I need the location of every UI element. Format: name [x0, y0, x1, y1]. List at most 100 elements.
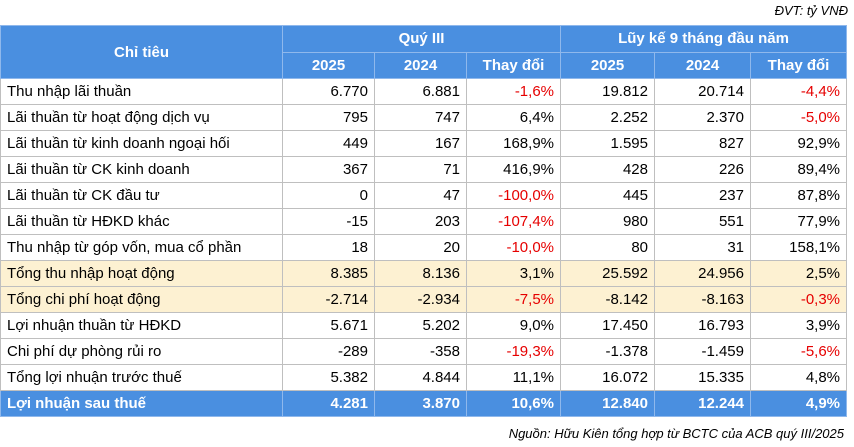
table-row: Chi phí dự phòng rủi ro -289 -358 -19,3% -1.…: [0, 338, 848, 365]
cell-qchg: 168,9%: [466, 130, 561, 157]
cell-ychg: 4,9%: [749, 390, 848, 417]
cell-y2025: 25.592: [560, 260, 655, 287]
cell-y2024: 551: [654, 208, 751, 235]
col-header-y2024: 2024: [654, 51, 751, 79]
cell-y2025: 16.072: [560, 364, 655, 391]
cell-qchg: -107,4%: [466, 208, 561, 235]
cell-ychg: 3,9%: [749, 312, 848, 339]
cell-qchg: -1,6%: [466, 78, 561, 105]
cell-y2025: 980: [560, 208, 655, 235]
cell-q2025: 367: [282, 156, 375, 183]
table-row: Lãi thuần từ HĐKD khác -15 203 -107,4% 980 55…: [0, 208, 848, 235]
col-header-q2024: 2024: [374, 51, 467, 79]
cell-y2025: 17.450: [560, 312, 655, 339]
row-label: Thu nhập từ góp vốn, mua cổ phần: [0, 234, 283, 261]
cell-ychg: 92,9%: [749, 130, 848, 157]
cell-y2024: 827: [654, 130, 751, 157]
cell-y2024: 12.244: [654, 390, 751, 417]
cell-q2024: 6.881: [374, 78, 467, 105]
table-row-total: Lợi nhuận sau thuế 4.281 3.870 10,6% 12.840 1…: [0, 390, 848, 417]
table-row: Lãi thuần từ kinh doanh ngoại hối 449 167 1…: [0, 130, 848, 157]
row-label: Tổng thu nhập hoạt động: [0, 260, 283, 287]
cell-ychg: 89,4%: [749, 156, 848, 183]
cell-q2024: -358: [374, 338, 467, 365]
unit-label: ĐVT: tỷ VNĐ: [774, 3, 848, 18]
col-header-qchange: Thay đổi: [466, 51, 561, 79]
cell-qchg: 3,1%: [466, 260, 561, 287]
financial-table: Chỉ tiêu Quý III Lũy kế 9 tháng đầu năm …: [0, 25, 848, 417]
cell-y2025: 1.595: [560, 130, 655, 157]
row-label: Lợi nhuận sau thuế: [0, 390, 283, 417]
cell-q2024: -2.934: [374, 286, 467, 313]
row-label: Lãi thuần từ kinh doanh ngoại hối: [0, 130, 283, 157]
cell-q2025: 4.281: [282, 390, 375, 417]
table-body: Thu nhập lãi thuần 6.770 6.881 -1,6% 19.812 2…: [0, 78, 848, 417]
cell-qchg: 10,6%: [466, 390, 561, 417]
cell-ychg: 4,8%: [749, 364, 848, 391]
row-label: Lợi nhuận thuần từ HĐKD: [0, 312, 283, 339]
cell-q2025: 18: [282, 234, 375, 261]
table-row: Tổng lợi nhuận trước thuế 5.382 4.844 11,1%…: [0, 364, 848, 391]
cell-q2024: 71: [374, 156, 467, 183]
cell-q2025: -15: [282, 208, 375, 235]
cell-q2025: 6.770: [282, 78, 375, 105]
cell-ychg: -4,4%: [749, 78, 848, 105]
cell-ychg: -5,6%: [749, 338, 848, 365]
table-row: Lợi nhuận thuần từ HĐKD 5.671 5.202 9,0% 17.…: [0, 312, 848, 339]
cell-y2024: -8.163: [654, 286, 751, 313]
cell-qchg: 11,1%: [466, 364, 561, 391]
cell-q2024: 747: [374, 104, 467, 131]
table-row: Tổng chi phí hoạt động -2.714 -2.934 -7,5% -…: [0, 286, 848, 313]
row-label: Lãi thuần từ HĐKD khác: [0, 208, 283, 235]
cell-ychg: 158,1%: [749, 234, 848, 261]
cell-q2024: 20: [374, 234, 467, 261]
cell-y2025: -1.378: [560, 338, 655, 365]
row-label: Tổng lợi nhuận trước thuế: [0, 364, 283, 391]
cell-ychg: 2,5%: [749, 260, 848, 287]
cell-qchg: 416,9%: [466, 156, 561, 183]
cell-q2024: 5.202: [374, 312, 467, 339]
table-row: Lãi thuần từ CK kinh doanh 367 71 416,9% 428…: [0, 156, 848, 183]
cell-qchg: 6,4%: [466, 104, 561, 131]
col-header-ychange: Thay đổi: [749, 51, 848, 79]
row-label: Chi phí dự phòng rủi ro: [0, 338, 283, 365]
cell-q2025: -289: [282, 338, 375, 365]
cell-q2024: 203: [374, 208, 467, 235]
cell-y2024: 31: [654, 234, 751, 261]
cell-q2024: 3.870: [374, 390, 467, 417]
cell-y2025: 80: [560, 234, 655, 261]
cell-y2024: 2.370: [654, 104, 751, 131]
cell-ychg: -0,3%: [749, 286, 848, 313]
cell-q2024: 167: [374, 130, 467, 157]
table-row: Tổng thu nhập hoạt động 8.385 8.136 3,1% 25.…: [0, 260, 848, 287]
cell-y2025: 2.252: [560, 104, 655, 131]
cell-ychg: -5,0%: [749, 104, 848, 131]
cell-y2025: 19.812: [560, 78, 655, 105]
cell-y2025: 445: [560, 182, 655, 209]
col-header-y2025: 2025: [560, 51, 655, 79]
row-label: Lãi thuần từ CK đầu tư: [0, 182, 283, 209]
cell-q2025: 449: [282, 130, 375, 157]
col-header-q2025: 2025: [282, 51, 375, 79]
indicator-header: Chỉ tiêu: [0, 25, 283, 79]
cell-y2025: 428: [560, 156, 655, 183]
row-label: Lãi thuần từ CK kinh doanh: [0, 156, 283, 183]
cell-ychg: 87,8%: [749, 182, 848, 209]
table-row: Lãi thuần từ CK đầu tư 0 47 -100,0% 445 237 87…: [0, 182, 848, 209]
cell-y2024: 20.714: [654, 78, 751, 105]
cell-q2024: 4.844: [374, 364, 467, 391]
cell-q2024: 8.136: [374, 260, 467, 287]
cell-q2025: 5.671: [282, 312, 375, 339]
table-row: Lãi thuần từ hoạt động dịch vụ 795 747 6,4%…: [0, 104, 848, 131]
cell-qchg: -7,5%: [466, 286, 561, 313]
row-label: Tổng chi phí hoạt động: [0, 286, 283, 313]
cell-y2024: 24.956: [654, 260, 751, 287]
ytd-group-header: Lũy kế 9 tháng đầu năm: [559, 25, 848, 53]
cell-qchg: 9,0%: [466, 312, 561, 339]
cell-qchg: -100,0%: [466, 182, 561, 209]
quarter-group-header: Quý III: [282, 25, 561, 53]
cell-q2025: 795: [282, 104, 375, 131]
cell-q2025: 8.385: [282, 260, 375, 287]
cell-q2025: 5.382: [282, 364, 375, 391]
row-label: Thu nhập lãi thuần: [0, 78, 283, 105]
